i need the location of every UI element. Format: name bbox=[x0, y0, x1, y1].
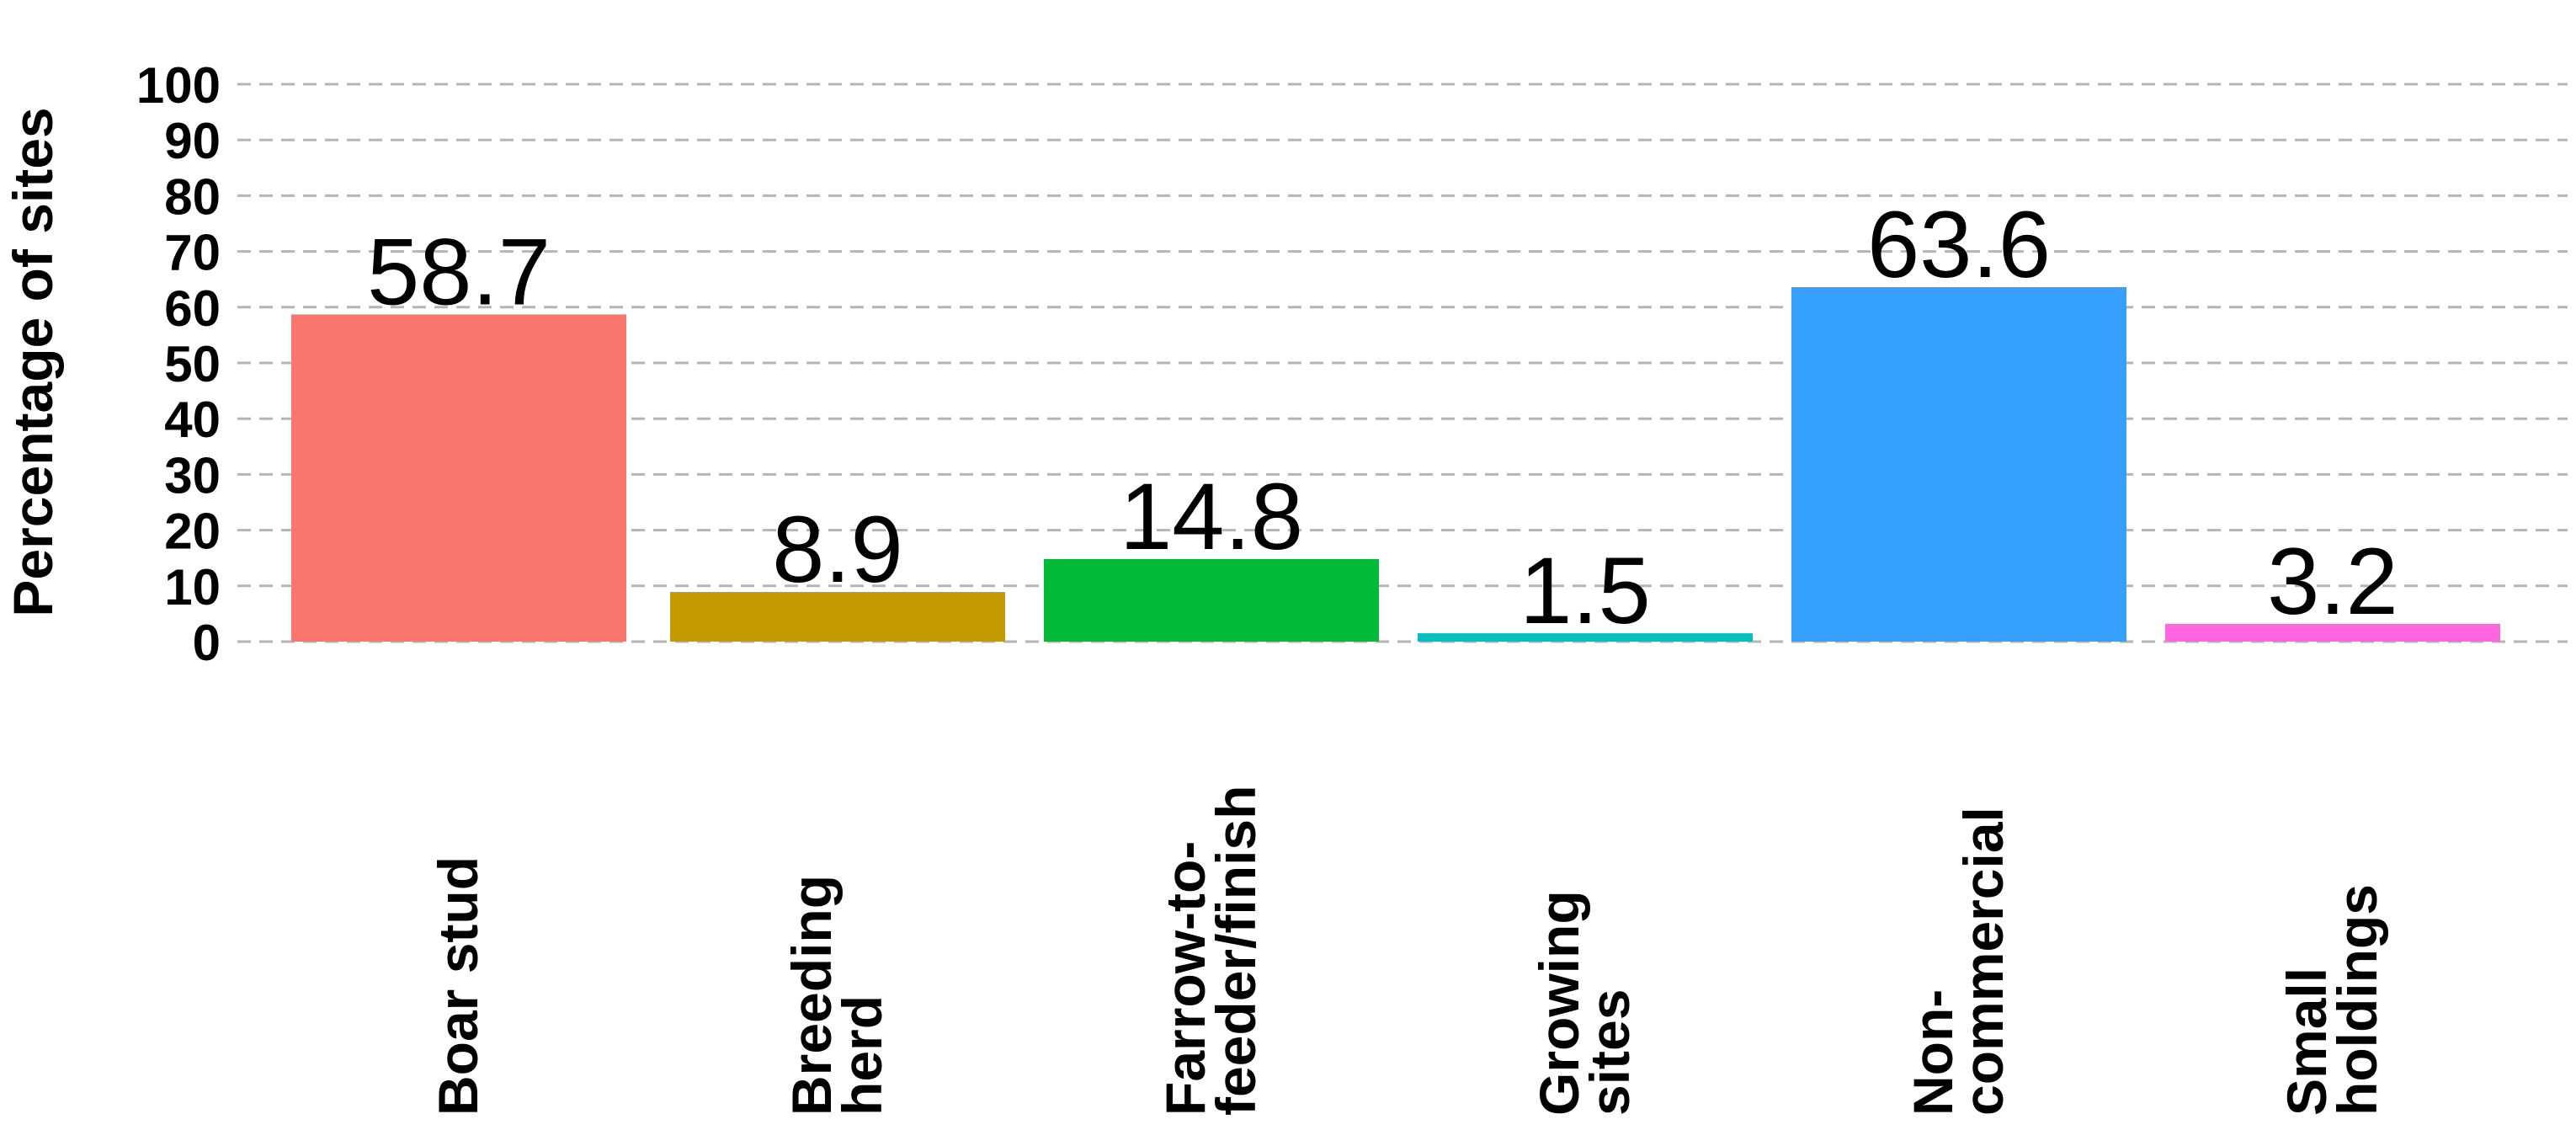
y-tick-label-70: 70 bbox=[164, 225, 221, 281]
bar-small-holdings bbox=[2165, 623, 2500, 642]
x-category-label: Farrow-to-feeder/finish bbox=[1154, 786, 1267, 1116]
data-label: 14.8 bbox=[1120, 464, 1303, 569]
x-category-label-line: Boar stud bbox=[427, 856, 489, 1116]
y-tick-label-30: 30 bbox=[164, 447, 221, 504]
y-axis-title: Percentage of sites bbox=[2, 107, 64, 616]
y-tick-label-60: 60 bbox=[164, 280, 221, 337]
y-tick-label-100: 100 bbox=[136, 57, 221, 114]
x-category-label-line: feeder/finish bbox=[1205, 786, 1267, 1116]
x-category-label-line: commercial bbox=[1952, 807, 2014, 1116]
x-category-label-line: Farrow-to- bbox=[1154, 841, 1216, 1116]
bar-breeding-herd bbox=[670, 592, 1005, 642]
x-category-label-line: Non- bbox=[1902, 989, 1964, 1116]
y-tick-label-90: 90 bbox=[164, 113, 221, 169]
x-category-label: Non-commercial bbox=[1902, 807, 2014, 1116]
gridlines bbox=[237, 83, 2568, 643]
bar-non-commercial bbox=[1791, 286, 2126, 642]
x-category-label-line: Small bbox=[2275, 967, 2338, 1116]
y-tick-label-20: 20 bbox=[164, 504, 221, 560]
data-label: 3.2 bbox=[2267, 529, 2398, 634]
x-category-label-line: sites bbox=[1578, 989, 1641, 1116]
data-label: 63.6 bbox=[1867, 192, 2051, 297]
data-label: 8.9 bbox=[772, 497, 903, 602]
x-category-label-line: herd bbox=[831, 995, 893, 1116]
y-tick-label-50: 50 bbox=[164, 336, 221, 392]
x-category-label-line: holdings bbox=[2326, 884, 2388, 1116]
data-label: 1.5 bbox=[1520, 538, 1651, 643]
data-labels: 58.7 8.9 14.8 1.5 63.6 3.2 bbox=[367, 192, 2398, 643]
y-tick-label-10: 10 bbox=[164, 559, 221, 616]
bar-farrow-to-feeder-finish bbox=[1044, 559, 1379, 642]
bar-growing-sites bbox=[1418, 633, 1753, 642]
bar-boar-stud bbox=[291, 314, 626, 642]
x-category-label-line: Breeding bbox=[780, 875, 843, 1116]
y-tick-label-0: 0 bbox=[193, 615, 221, 671]
y-tick-label-40: 40 bbox=[164, 392, 221, 448]
bars bbox=[291, 286, 2500, 642]
data-label: 58.7 bbox=[367, 219, 551, 324]
x-category-label-line: Growing bbox=[1528, 890, 1590, 1116]
x-category-label: Boar stud bbox=[427, 856, 489, 1116]
y-tick-label-80: 80 bbox=[164, 168, 221, 225]
